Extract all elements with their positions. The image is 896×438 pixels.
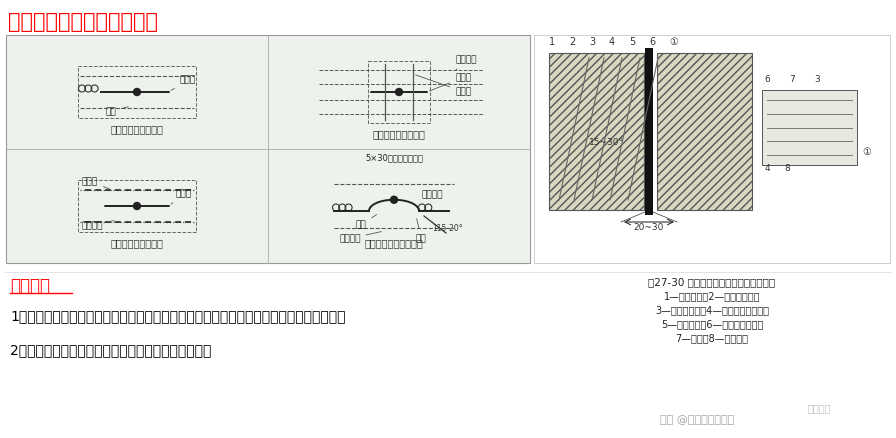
Bar [657,53,752,210]
Text: 15~30°: 15~30° [589,138,624,147]
Text: 2）对顶、底板及外墙渗漏点，按注浆方式进行处理。: 2）对顶、底板及外墙渗漏点，按注浆方式进行处理。 [10,343,211,357]
Text: 结构钢筋: 结构钢筋 [81,221,115,230]
Text: 3: 3 [589,37,595,47]
Text: 中埋式橡胶止水带安装方法: 中埋式橡胶止水带安装方法 [8,12,158,32]
Text: 止水带呈盆状安装方法: 止水带呈盆状安装方法 [365,238,424,248]
Text: 结构钢筋: 结构钢筋 [455,55,477,70]
Text: 图27-30 顶（底）板中埋式止水带的固定: 图27-30 顶（底）板中埋式止水带的固定 [649,277,776,287]
Text: 1—结构主筋；2—混凝土结构；: 1—结构主筋；2—混凝土结构； [664,291,760,301]
Text: 5×30腻子型遇膨胀条: 5×30腻子型遇膨胀条 [365,153,423,162]
Circle shape [134,202,141,209]
Text: 止水带: 止水带 [429,73,471,91]
Text: 使用阶段: 使用阶段 [10,277,50,295]
Text: 止水带: 止水带 [171,189,191,204]
Text: 7—螺母；8—双头螺杆: 7—螺母；8—双头螺杆 [676,333,748,343]
Text: 头条 @建筑工程一点通: 头条 @建筑工程一点通 [660,415,734,425]
Text: 8: 8 [784,164,790,173]
Bar [645,48,653,215]
Bar [368,61,430,123]
Text: 焊结: 焊结 [416,219,426,243]
Text: 平直安装方法（二）: 平直安装方法（二） [373,129,426,139]
Text: 4: 4 [764,164,770,173]
Circle shape [134,88,141,95]
Circle shape [391,196,398,203]
Text: 1: 1 [549,37,555,47]
Text: 3—固定用钢筋；4—固定止水带扁钢；: 3—固定用钢筋；4—固定止水带扁钢； [655,305,769,315]
Bar [549,53,644,210]
Bar [78,66,196,118]
Text: 绑扎丝: 绑扎丝 [416,75,471,96]
Text: 115-20°: 115-20° [432,224,462,233]
Text: 6: 6 [649,37,655,47]
Text: 平直安装方法（一）: 平直安装方法（一） [110,124,163,134]
Text: 焊结: 焊结 [356,215,376,229]
Text: 6: 6 [764,75,770,84]
Bar [762,90,857,165]
Bar [78,180,196,232]
Text: 5—填缝材料；6—中埋式止水带；: 5—填缝材料；6—中埋式止水带； [661,319,763,329]
Text: 平直安装方法（三）: 平直安装方法（三） [110,238,163,248]
Text: 1）加强通道两侧沉降观测，确保沉降稳定；当沉降量过大时，应进行局部地基加固处理；: 1）加强通道两侧沉降观测，确保沉降稳定；当沉降量过大时，应进行局部地基加固处理； [10,309,346,323]
Bar [6,35,530,263]
Text: 易筑施工: 易筑施工 [808,403,831,413]
Text: 成型轨迹: 成型轨迹 [422,190,444,199]
Text: 焊结: 焊结 [105,107,128,116]
Text: 结构钢筋: 结构钢筋 [339,232,382,243]
Text: ①: ① [862,147,871,157]
Text: 止水带: 止水带 [171,75,195,90]
Text: 20~30: 20~30 [633,223,664,232]
Text: 4: 4 [609,37,615,47]
Text: 7: 7 [789,75,795,84]
Text: 3: 3 [814,75,820,84]
Bar [534,35,890,263]
Text: 2: 2 [569,37,575,47]
Text: ①: ① [669,37,678,47]
Text: 绑扎丝: 绑扎丝 [82,177,109,189]
Circle shape [395,88,402,95]
Text: 5: 5 [629,37,635,47]
